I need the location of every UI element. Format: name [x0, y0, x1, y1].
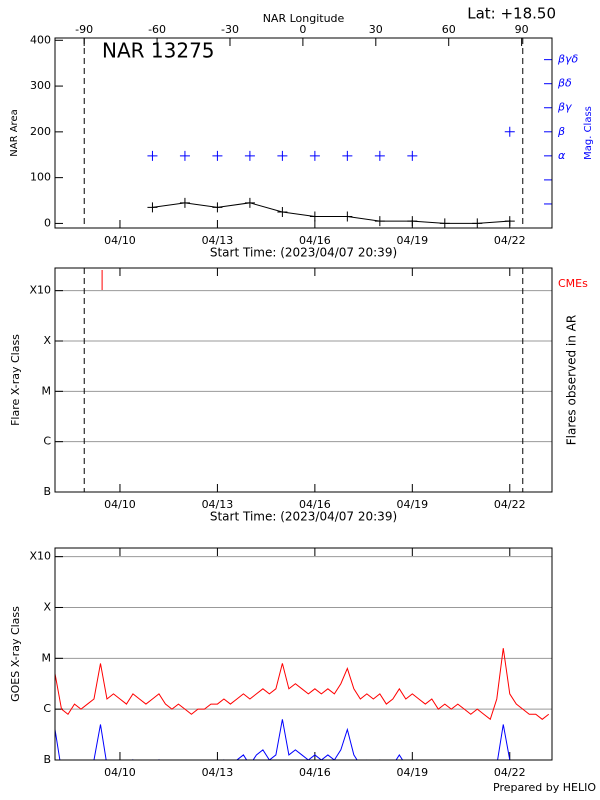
footer: Prepared by HELIO — [493, 781, 596, 794]
y-tick-label: X — [43, 600, 51, 613]
point-marker — [309, 211, 320, 222]
plot-frame — [54, 267, 553, 493]
top-axis-label: NAR Longitude — [263, 12, 345, 25]
point-marker — [439, 218, 450, 229]
series-line — [152, 202, 510, 224]
x-tick-label: 04/16 — [299, 498, 331, 511]
x-tick-label: 04/10 — [104, 766, 136, 779]
y-tick-label: 100 — [30, 171, 51, 184]
point-marker — [147, 150, 158, 161]
top-tick-label: 60 — [442, 23, 456, 36]
point-marker — [504, 126, 515, 137]
x-tick-label: 04/19 — [396, 234, 428, 247]
cme-label: CMEs — [558, 277, 588, 290]
point-marker — [504, 216, 515, 227]
point-marker — [342, 211, 353, 222]
y-tick-label: X10 — [29, 550, 51, 563]
point-marker — [147, 202, 158, 213]
y-tick-label: M — [42, 651, 52, 664]
series-line — [55, 648, 550, 721]
point-marker — [212, 150, 223, 161]
y-tick-label: X10 — [29, 284, 51, 297]
y-tick-label: 0 — [44, 216, 51, 229]
y-tick-label: M — [42, 384, 52, 397]
top-tick-label: -90 — [75, 23, 93, 36]
x-tick-label: 04/22 — [494, 234, 526, 247]
top-tick-label: 30 — [369, 23, 383, 36]
y-tick-label: B — [43, 485, 51, 498]
series-line — [55, 719, 511, 760]
plot-frame — [54, 37, 553, 229]
point-marker — [374, 150, 385, 161]
x-axis-label: Start Time: (2023/04/07 20:39) — [210, 246, 397, 260]
x-tick-label: 04/22 — [494, 498, 526, 511]
x-tick-label: 04/16 — [299, 766, 331, 779]
y-tick-label: 300 — [30, 79, 51, 92]
y2-tick-label: β — [557, 125, 565, 138]
point-marker — [212, 202, 223, 213]
x-tick-label: 04/22 — [494, 766, 526, 779]
y2-axis-label: Mag. Class — [583, 106, 594, 160]
y2-tick-label: βδ — [557, 77, 572, 90]
x-tick-label: 04/13 — [202, 766, 234, 779]
point-marker — [244, 150, 255, 161]
y-tick-label: X — [43, 334, 51, 347]
y-tick-label: C — [43, 702, 51, 715]
point-marker — [277, 206, 288, 217]
point-marker — [244, 197, 255, 208]
x-tick-label: 04/19 — [396, 766, 428, 779]
top-tick-label: -30 — [221, 23, 239, 36]
y2-axis-label: Flares observed in AR — [565, 315, 579, 445]
x-tick-label: 04/19 — [396, 498, 428, 511]
x-tick-label: 04/13 — [202, 498, 234, 511]
point-marker — [472, 218, 483, 229]
x-tick-label: 04/10 — [104, 498, 136, 511]
y-axis-label: Flare X-ray Class — [9, 334, 22, 426]
x-tick-label: 04/16 — [299, 234, 331, 247]
y2-tick-label: βγ — [557, 101, 572, 114]
y-tick-label: 400 — [30, 33, 51, 46]
y-tick-label: 200 — [30, 125, 51, 138]
y-tick-label: C — [43, 435, 51, 448]
x-axis-label: Start Time: (2023/04/07 20:39) — [210, 510, 397, 524]
panel-title: NAR 13275 — [102, 39, 215, 63]
point-marker — [309, 150, 320, 161]
y-axis-label: GOES X-ray Class — [9, 606, 22, 702]
y-axis-label: NAR Area — [9, 109, 20, 156]
x-tick-label: 04/13 — [202, 234, 234, 247]
point-marker — [407, 150, 418, 161]
point-marker — [179, 197, 190, 208]
point-marker — [407, 216, 418, 227]
y2-tick-label: α — [558, 149, 566, 162]
point-marker — [179, 150, 190, 161]
x-tick-label: 04/10 — [104, 234, 136, 247]
point-marker — [277, 150, 288, 161]
top-tick-label: 0 — [299, 23, 306, 36]
top-tick-label: 90 — [515, 23, 529, 36]
plot-frame — [54, 547, 553, 761]
latitude-label: Lat: +18.50 — [467, 5, 556, 23]
top-tick-label: -60 — [148, 23, 166, 36]
y-tick-label: B — [43, 753, 51, 766]
y2-tick-label: βγδ — [557, 53, 579, 66]
point-marker — [342, 150, 353, 161]
point-marker — [374, 216, 385, 227]
